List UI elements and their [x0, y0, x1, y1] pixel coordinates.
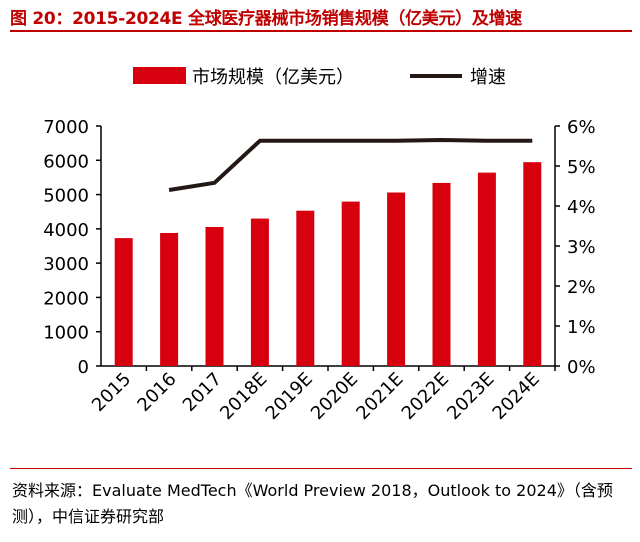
- legend-line-label: 增速: [470, 67, 506, 88]
- x-tick-label: 2019E: [262, 369, 317, 424]
- source-note: 资料来源：Evaluate MedTech《World Preview 2018…: [12, 481, 613, 526]
- bar-2015: [114, 238, 133, 366]
- bar-2017: [205, 226, 224, 366]
- bar-2024E: [523, 162, 542, 366]
- bar-2020E: [341, 201, 360, 366]
- title-rule: [10, 30, 632, 32]
- growth-line: [168, 138, 533, 192]
- x-tick-label: 2018E: [216, 369, 271, 424]
- left-tick-label: 3000: [43, 254, 89, 275]
- left-tick-label: 7000: [43, 117, 89, 138]
- x-tick-label: 2023E: [443, 369, 498, 424]
- right-tick-label: 2%: [567, 277, 596, 298]
- right-tick-label: 4%: [567, 197, 596, 218]
- legend-bar-swatch: [133, 67, 186, 84]
- left-tick-label: 2000: [43, 288, 89, 309]
- figure-title: 图 20：2015-2024E 全球医疗器械市场销售规模（亿美元）及增速: [10, 9, 522, 29]
- left-tick-label: 6000: [43, 151, 89, 172]
- right-tick-label: 3%: [567, 237, 596, 258]
- right-tick-label: 5%: [567, 157, 596, 178]
- right-tick-label: 1%: [567, 317, 596, 338]
- x-tick-label: 2024E: [489, 369, 544, 424]
- legend-bar-label: 市场规模（亿美元）: [192, 67, 354, 88]
- x-tick-label: 2020E: [307, 369, 362, 424]
- right-tick-label: 0%: [567, 357, 596, 378]
- bar-2016: [160, 232, 179, 366]
- bar-2019E: [296, 210, 315, 366]
- bar-2018E: [250, 218, 269, 366]
- chart: 0 1000 2000 3000 4000 5000 6000 7000 0% 1% 2% 3% 4% 5…: [43, 67, 596, 424]
- source-rule: [10, 468, 632, 469]
- right-tick-label: 6%: [567, 117, 596, 138]
- bar-2022E: [432, 182, 451, 366]
- x-tick-label: 2021E: [352, 369, 407, 424]
- left-tick-label: 1000: [43, 323, 89, 344]
- left-tick-label: 0: [78, 357, 89, 378]
- left-tick-label: 5000: [43, 186, 89, 207]
- bar-2023E: [477, 172, 496, 366]
- x-tick-label: 2022E: [398, 369, 453, 424]
- x-tick-label: 2015: [88, 369, 135, 416]
- left-tick-label: 4000: [43, 220, 89, 241]
- bar-2021E: [387, 192, 406, 366]
- x-tick-label: 2016: [133, 369, 180, 416]
